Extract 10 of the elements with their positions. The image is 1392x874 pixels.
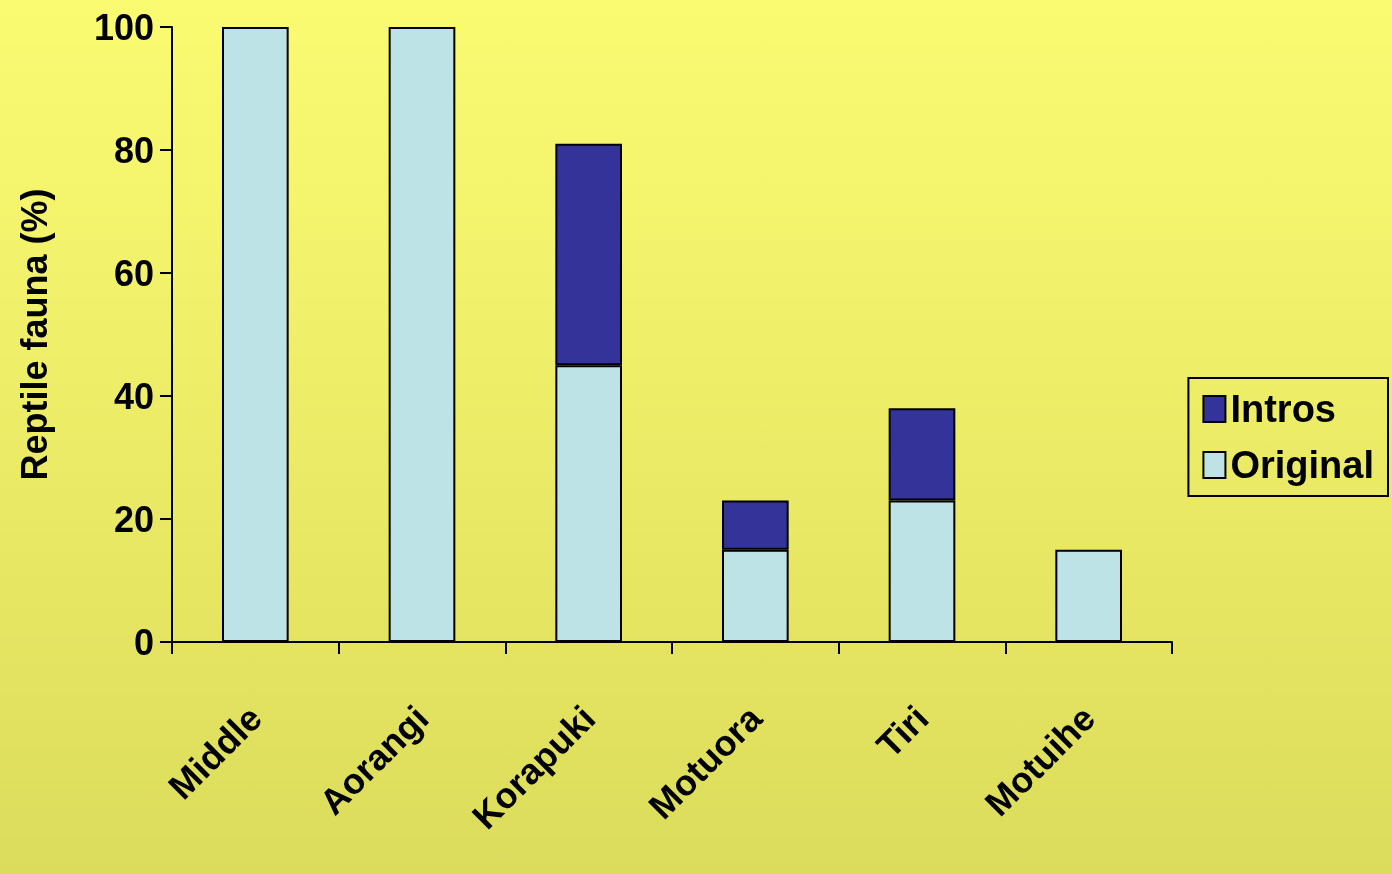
y-tick-label: 80: [113, 129, 154, 171]
y-axis-title: Reptile fauna (%): [13, 188, 55, 481]
x-tick-label: Tiri: [868, 697, 937, 766]
y-tick-label: 20: [113, 498, 154, 540]
legend-label: Intros: [1230, 388, 1336, 430]
y-tick-label: 0: [133, 621, 154, 663]
y-tick-label: 60: [113, 252, 154, 294]
y-tick-label: 40: [113, 375, 154, 417]
legend-label: Original: [1230, 444, 1374, 486]
y-tick-label: 100: [93, 6, 154, 48]
